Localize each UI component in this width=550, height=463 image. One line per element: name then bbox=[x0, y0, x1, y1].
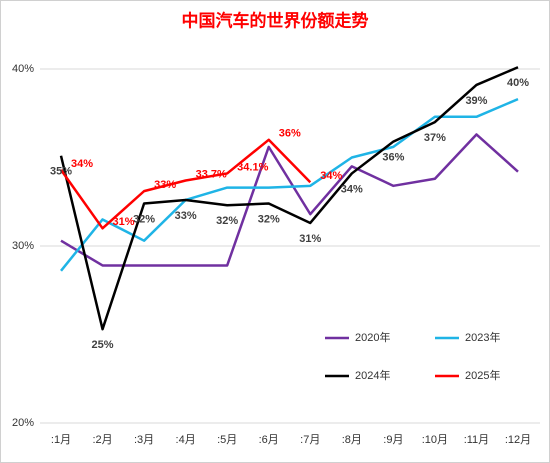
legend-label: 2023年 bbox=[465, 330, 500, 344]
y-tick-label: 40% bbox=[12, 63, 34, 75]
chart-title: 中国汽车的世界份额走势 bbox=[182, 10, 369, 30]
data-label: 34.1% bbox=[237, 161, 268, 173]
x-tick-label: :10月 bbox=[422, 434, 448, 446]
x-tick-label: :12月 bbox=[505, 434, 531, 446]
series-line bbox=[60, 133, 519, 267]
data-label: 33% bbox=[154, 179, 176, 191]
data-label: 32% bbox=[133, 213, 155, 225]
x-tick-label: :8月 bbox=[342, 434, 362, 446]
data-label: 37% bbox=[424, 132, 446, 144]
legend-label: 2024年 bbox=[355, 368, 390, 382]
x-tick-label: :1月 bbox=[51, 434, 71, 446]
series-line bbox=[59, 138, 312, 230]
data-label: 34% bbox=[71, 158, 93, 170]
y-tick-label: 30% bbox=[12, 240, 34, 252]
data-label: 36% bbox=[279, 128, 301, 140]
data-label: 25% bbox=[92, 339, 114, 351]
x-tick-label: :9月 bbox=[383, 434, 403, 446]
data-label: 36% bbox=[382, 151, 404, 163]
data-label: 31% bbox=[113, 216, 135, 228]
x-tick-label: :5月 bbox=[217, 434, 237, 446]
data-label: 40% bbox=[507, 77, 529, 89]
x-tick-label: :7月 bbox=[300, 434, 320, 446]
y-tick-label: 20% bbox=[12, 417, 34, 429]
x-tick-label: :4月 bbox=[176, 434, 196, 446]
data-label: 34% bbox=[320, 170, 342, 182]
data-label: 32% bbox=[216, 215, 238, 227]
data-label: 39% bbox=[465, 95, 487, 107]
series-line bbox=[59, 66, 519, 331]
legend-label: 2020年 bbox=[355, 330, 390, 344]
x-tick-label: :11月 bbox=[464, 434, 489, 446]
data-label: 32% bbox=[258, 213, 280, 225]
data-label: 34% bbox=[341, 183, 363, 195]
data-label: 31% bbox=[299, 233, 321, 245]
x-tick-label: :2月 bbox=[92, 434, 112, 446]
legend-label: 2025年 bbox=[465, 368, 500, 382]
data-label: 33.7% bbox=[196, 168, 227, 180]
x-tick-label: :6月 bbox=[259, 434, 279, 446]
data-label: 33% bbox=[175, 210, 197, 222]
data-label: 35% bbox=[50, 166, 72, 178]
x-tick-label: :3月 bbox=[134, 434, 154, 446]
